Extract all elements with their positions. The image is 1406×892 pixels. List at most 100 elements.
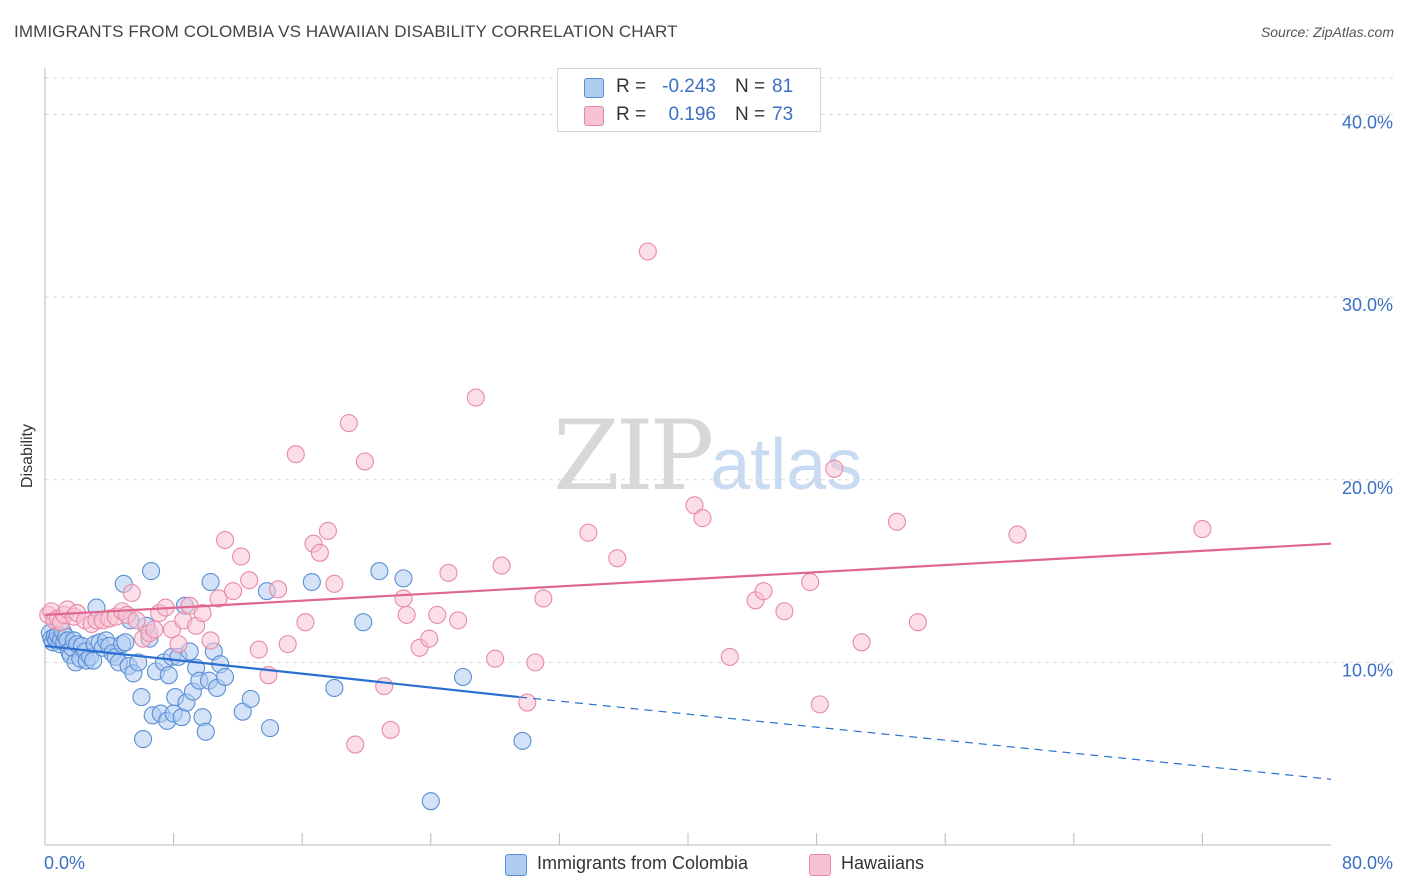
point-colombia <box>132 688 151 707</box>
point-hawaiian <box>754 582 773 601</box>
point-hawaiian <box>810 695 829 714</box>
point-colombia <box>196 722 215 741</box>
x-tick-label-min: 0.0% <box>44 853 85 873</box>
point-hawaiian <box>534 589 553 608</box>
point-hawaiian <box>346 735 365 754</box>
point-hawaiian <box>224 582 243 601</box>
point-hawaiian <box>240 571 259 590</box>
point-hawaiian <box>908 613 927 632</box>
point-hawaiian <box>887 512 907 531</box>
point-hawaiian <box>852 633 871 652</box>
point-hawaiian <box>286 445 305 464</box>
point-hawaiian <box>394 589 413 608</box>
point-hawaiian <box>420 629 439 648</box>
point-hawaiian <box>825 459 844 478</box>
point-hawaiian <box>249 640 268 659</box>
point-colombia <box>193 708 212 727</box>
n-label: N = <box>735 104 766 125</box>
blue-swatch-icon <box>505 854 527 876</box>
point-colombia <box>134 730 153 749</box>
point-hawaiian <box>486 649 505 668</box>
point-hawaiian <box>638 242 657 261</box>
point-colombia <box>260 719 280 738</box>
point-hawaiian <box>775 602 794 621</box>
pink-swatch-icon <box>584 106 604 126</box>
point-hawaiian <box>201 631 220 650</box>
point-hawaiian <box>492 556 511 575</box>
point-hawaiian <box>215 530 235 550</box>
y-tick-label: 30.0% <box>1342 295 1393 315</box>
point-hawaiian <box>439 563 458 582</box>
point-colombia <box>159 666 178 685</box>
point-hawaiian <box>232 547 251 566</box>
point-hawaiian <box>608 549 627 568</box>
point-colombia <box>201 572 220 592</box>
point-hawaiian <box>122 583 141 603</box>
point-hawaiian <box>209 589 228 608</box>
y-tick-label: 10.0% <box>1342 660 1393 680</box>
y-tick-label: 20.0% <box>1342 478 1393 498</box>
legend-row-hawaiians: R = 0.196 N = 73 <box>558 101 820 129</box>
point-colombia <box>354 613 373 632</box>
point-hawaiian <box>579 523 598 542</box>
point-hawaiian <box>145 620 164 639</box>
source-label: Source: ZipAtlas.com <box>1260 24 1394 40</box>
r-value: -0.243 <box>662 76 716 97</box>
point-colombia <box>241 689 260 708</box>
r-value: 0.196 <box>668 104 716 125</box>
point-colombia <box>394 569 413 588</box>
point-hawaiian <box>801 572 820 592</box>
point-hawaiian <box>296 613 315 632</box>
r-label: R = <box>616 76 647 97</box>
point-hawaiian <box>526 653 545 672</box>
point-hawaiian <box>169 635 188 654</box>
n-value: 73 <box>772 104 794 125</box>
legend-row-colombia: R = -0.243 N = 81 <box>558 73 820 101</box>
legend-label: Hawaiians <box>841 853 925 873</box>
point-hawaiian <box>278 635 297 654</box>
point-hawaiian <box>318 521 337 540</box>
point-hawaiian <box>720 647 739 666</box>
point-hawaiian <box>193 604 212 623</box>
point-colombia <box>302 572 321 592</box>
x-tick-label-max: 80.0% <box>1342 853 1393 873</box>
series-legend: Immigrants from Colombia Hawaiians <box>0 852 1406 878</box>
point-colombia <box>129 653 148 672</box>
point-colombia <box>233 702 252 721</box>
point-hawaiian <box>310 543 329 562</box>
y-tick-label: 40.0% <box>1342 113 1393 133</box>
n-label: N = <box>735 76 766 97</box>
point-colombia <box>215 667 235 687</box>
point-colombia <box>325 678 344 697</box>
trendline-hawaiian <box>44 542 1332 616</box>
point-hawaiian <box>518 693 537 712</box>
point-hawaiian <box>1193 520 1212 539</box>
point-hawaiian <box>449 611 468 630</box>
point-hawaiian <box>428 605 447 624</box>
point-hawaiian <box>381 720 400 740</box>
point-colombia <box>421 792 440 811</box>
r-label: R = <box>616 104 647 125</box>
point-colombia <box>513 731 532 750</box>
point-hawaiian <box>693 509 712 528</box>
point-hawaiian <box>1008 525 1027 544</box>
point-hawaiian <box>355 452 374 471</box>
blue-swatch-icon <box>584 78 604 98</box>
point-hawaiian <box>397 605 416 624</box>
point-hawaiian <box>269 580 288 599</box>
trendline-colombia <box>44 644 520 699</box>
point-hawaiian <box>339 414 358 433</box>
pink-swatch-icon <box>809 854 831 876</box>
point-hawaiian <box>375 677 394 696</box>
point-colombia <box>453 667 473 687</box>
watermark-zip: ZIP <box>553 400 714 512</box>
point-hawaiian <box>127 611 146 630</box>
point-hawaiian <box>685 496 704 515</box>
point-hawaiian <box>466 388 485 407</box>
point-colombia <box>116 633 135 652</box>
correlation-legend: R = -0.243 N = 81 R = 0.196 N = 73 <box>557 68 821 132</box>
trendline-extension-colombia <box>519 696 1332 780</box>
point-hawaiian <box>325 574 344 593</box>
point-colombia <box>142 562 161 581</box>
